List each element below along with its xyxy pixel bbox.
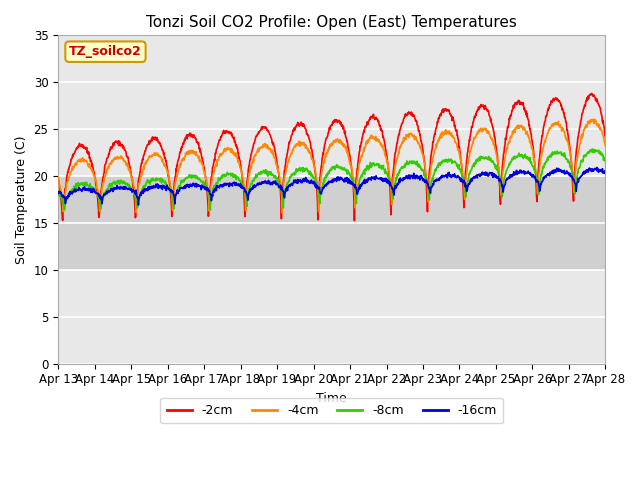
- Y-axis label: Soil Temperature (C): Soil Temperature (C): [15, 135, 28, 264]
- Title: Tonzi Soil CO2 Profile: Open (East) Temperatures: Tonzi Soil CO2 Profile: Open (East) Temp…: [147, 15, 517, 30]
- Bar: [58, 176, 605, 270]
- Text: TZ_soilco2: TZ_soilco2: [69, 45, 142, 58]
- X-axis label: Time: Time: [316, 392, 347, 405]
- Legend: -2cm, -4cm, -8cm, -16cm: -2cm, -4cm, -8cm, -16cm: [161, 397, 503, 423]
